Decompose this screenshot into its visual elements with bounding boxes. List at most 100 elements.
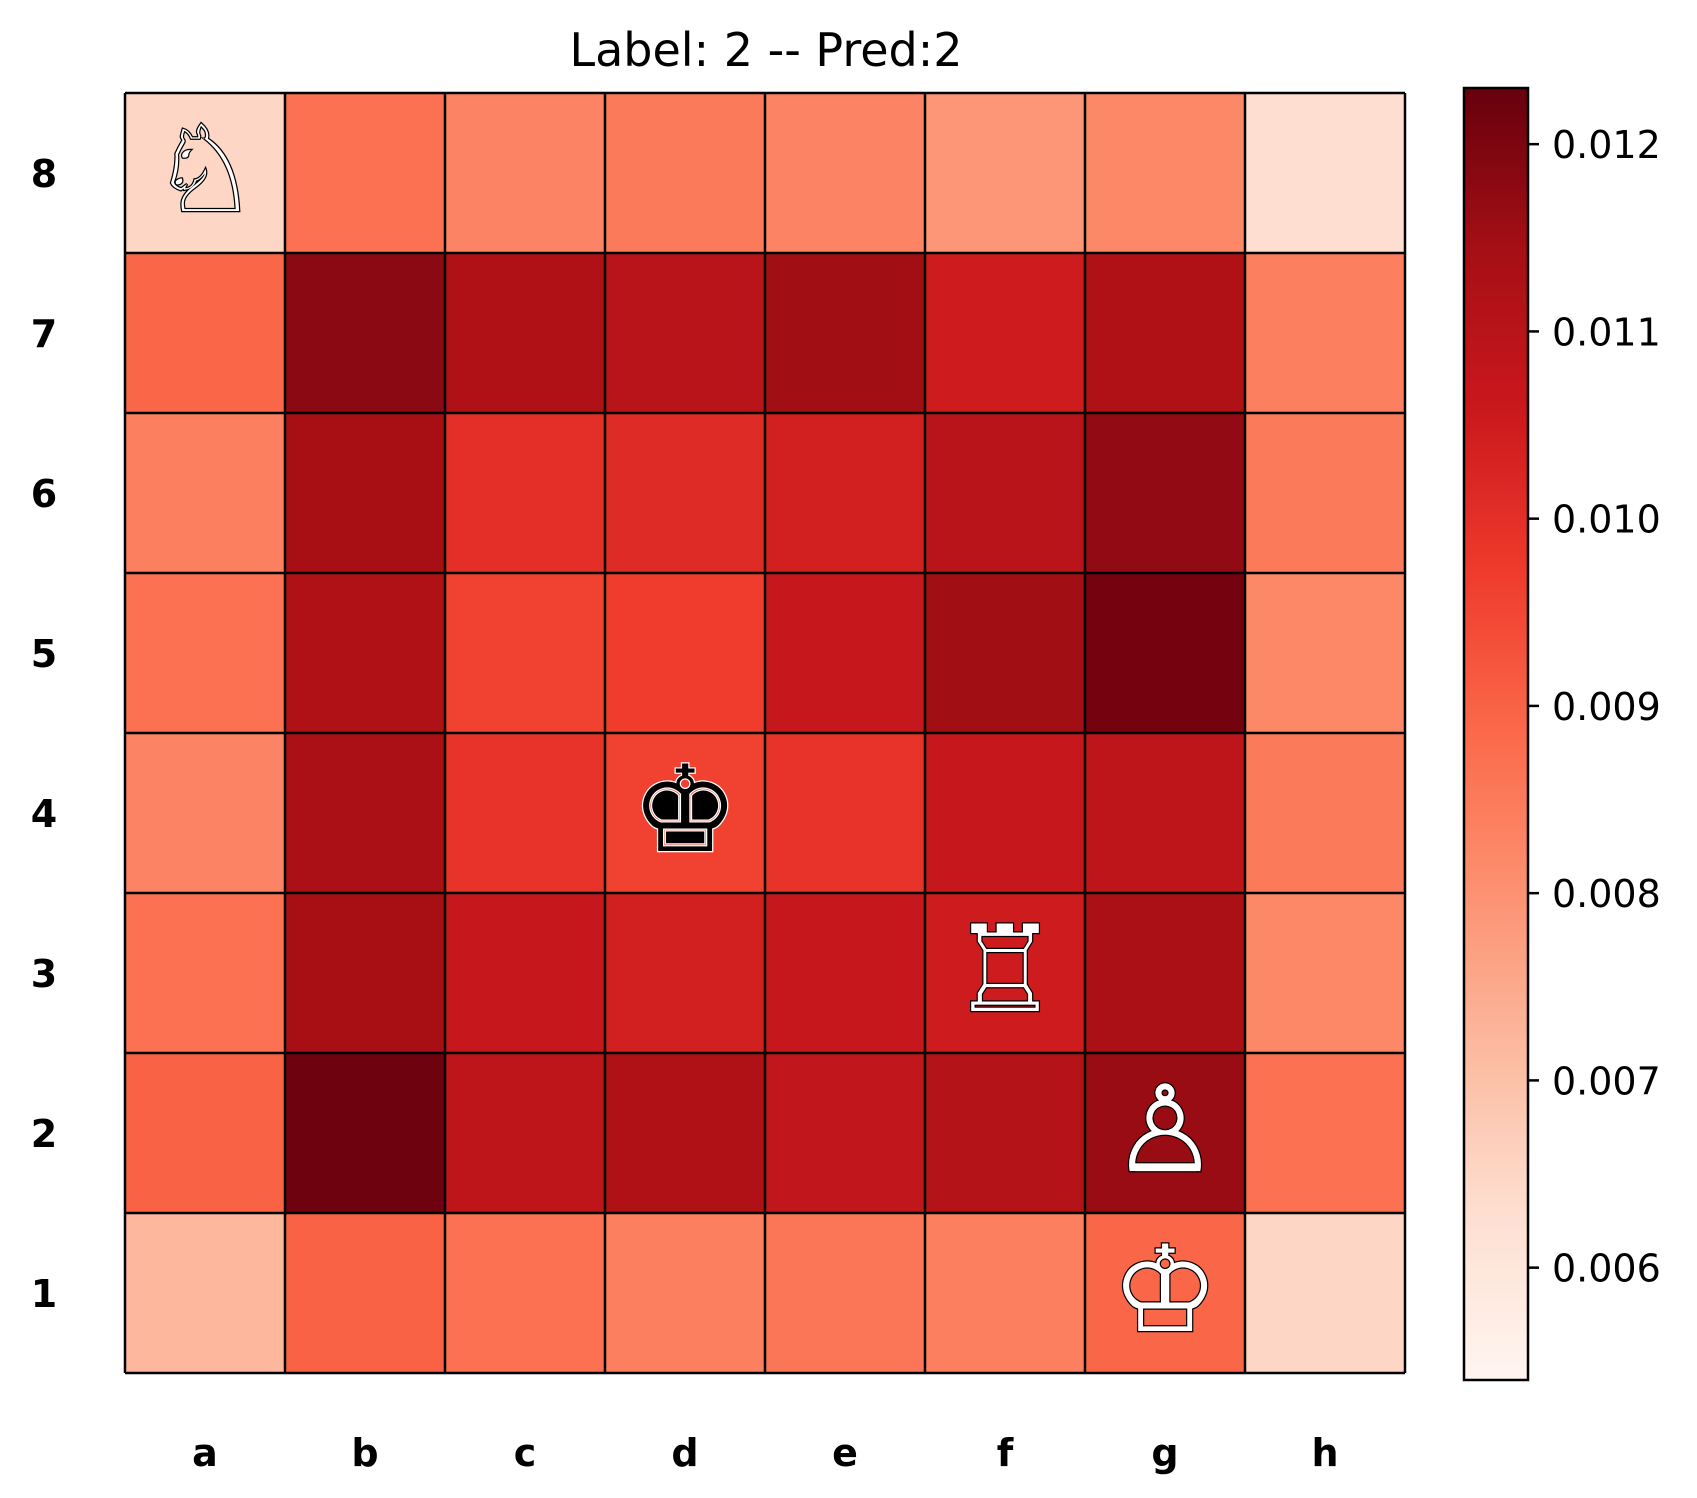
rank-label-5: 5 [31, 632, 57, 676]
heatmap-cell-b5 [285, 573, 445, 733]
chess-pieces: ♘ ♚ ♖ ♙ ♔ [150, 100, 1220, 1362]
heatmap-cell-h6 [1245, 413, 1405, 573]
rank-label-7: 7 [31, 312, 57, 356]
heatmap-cell-c8 [445, 93, 605, 253]
heatmap-cell-c1 [445, 1213, 605, 1373]
heatmap-cell-e1 [765, 1213, 925, 1373]
heatmap-cell-b3 [285, 893, 445, 1053]
heatmap-cell-g5 [1085, 573, 1245, 733]
heatmap-cell-d8 [605, 93, 765, 253]
heatmap-cells [125, 93, 1405, 1373]
rank-label-6: 6 [31, 472, 57, 516]
rank-label-1: 1 [31, 1272, 57, 1316]
rank-label-2: 2 [31, 1112, 57, 1156]
heatmap-cell-d1 [605, 1213, 765, 1373]
heatmap-cell-c5 [445, 573, 605, 733]
piece-white-pawn-g2: ♙ [1111, 1061, 1219, 1200]
heatmap-cell-e3 [765, 893, 925, 1053]
heatmap-cell-c6 [445, 413, 605, 573]
heatmap-cell-e6 [765, 413, 925, 573]
heatmap-cell-a5 [125, 573, 285, 733]
piece-white-rook-f3: ♖ [951, 901, 1059, 1040]
heatmap-cell-f1 [925, 1213, 1085, 1373]
colorbar-tick-label: 0.006 [1552, 1247, 1661, 1291]
heatmap-cell-f4 [925, 733, 1085, 893]
heatmap-cell-a8 [125, 93, 285, 253]
file-label-f: f [997, 1431, 1014, 1475]
heatmap-cell-g2 [1085, 1053, 1245, 1213]
heatmap-cell-a2 [125, 1053, 285, 1213]
heatmap-cell-b8 [285, 93, 445, 253]
heatmap-cell-h4 [1245, 733, 1405, 893]
file-label-c: c [514, 1431, 537, 1475]
heatmap-cell-c4 [445, 733, 605, 893]
heatmap-cell-h8 [1245, 93, 1405, 253]
chart-title: Label: 2 -- Pred:2 [569, 23, 962, 77]
heatmap-cell-d6 [605, 413, 765, 573]
file-label-g: g [1151, 1431, 1178, 1475]
heatmap-cell-a4 [125, 733, 285, 893]
heatmap-cell-a3 [125, 893, 285, 1053]
colorbar-tick-label: 0.007 [1552, 1059, 1661, 1103]
heatmap-cell-d4 [605, 733, 765, 893]
heatmap-cell-b2 [285, 1053, 445, 1213]
heatmap-cell-f7 [925, 253, 1085, 413]
heatmap-cell-b4 [285, 733, 445, 893]
file-label-h: h [1311, 1431, 1338, 1475]
rank-label-8: 8 [31, 152, 57, 196]
colorbar: 0.006 0.007 0.008 0.009 0.010 0.011 0.012 [1462, 86, 1661, 1382]
heatmap-cell-g7 [1085, 253, 1245, 413]
heatmap-cell-d3 [605, 893, 765, 1053]
colorbar-tick-label: 0.012 [1552, 123, 1661, 167]
heatmap-cell-g6 [1085, 413, 1245, 573]
heatmap-cell-h5 [1245, 573, 1405, 733]
piece-white-king-g1: ♔ [1111, 1221, 1219, 1360]
heatmap-cell-a1 [125, 1213, 285, 1373]
colorbar-tick-label: 0.011 [1552, 310, 1661, 354]
heatmap-cell-a7 [125, 253, 285, 413]
heatmap-cell-f2 [925, 1053, 1085, 1213]
rank-labels: 8 7 6 5 4 3 2 1 [31, 152, 57, 1316]
file-label-d: d [671, 1431, 698, 1475]
heatmap-cell-f5 [925, 573, 1085, 733]
heatmap-cell-c7 [445, 253, 605, 413]
colorbar-gradient [1462, 86, 1530, 1382]
heatmap-cell-f6 [925, 413, 1085, 573]
heatmap-cell-a6 [125, 413, 285, 573]
piece-white-knight-a8: ♘ [151, 101, 259, 240]
file-labels: a b c d e f g h [192, 1431, 1338, 1475]
heatmap-cell-g8 [1085, 93, 1245, 253]
file-label-a: a [192, 1431, 218, 1475]
colorbar-ticks: 0.006 0.007 0.008 0.009 0.010 0.011 0.012 [1528, 123, 1661, 1291]
rank-label-3: 3 [31, 952, 57, 996]
heatmap-cell-e5 [765, 573, 925, 733]
heatmap-cell-e8 [765, 93, 925, 253]
rank-label-4: 4 [31, 792, 57, 836]
heatmap-cell-c2 [445, 1053, 605, 1213]
heatmap-cell-g3 [1085, 893, 1245, 1053]
heatmap-cell-b6 [285, 413, 445, 573]
heatmap-cell-g1 [1085, 1213, 1245, 1373]
heatmap-cell-h7 [1245, 253, 1405, 413]
colorbar-tick-label: 0.008 [1552, 872, 1661, 916]
board-grid [123, 91, 1407, 1375]
heatmap-cell-d2 [605, 1053, 765, 1213]
file-label-e: e [832, 1431, 858, 1475]
heatmap-cell-b7 [285, 253, 445, 413]
heatmap-cell-e2 [765, 1053, 925, 1213]
heatmap-cell-b1 [285, 1213, 445, 1373]
heatmap-cell-f3 [925, 893, 1085, 1053]
piece-black-king-d4: ♚ [631, 741, 739, 880]
heatmap-cell-h2 [1245, 1053, 1405, 1213]
file-label-b: b [351, 1431, 378, 1475]
heatmap-cell-h3 [1245, 893, 1405, 1053]
heatmap-cell-d7 [605, 253, 765, 413]
heatmap-cell-d5 [605, 573, 765, 733]
heatmap-cell-e7 [765, 253, 925, 413]
heatmap-cell-g4 [1085, 733, 1245, 893]
heatmap-cell-h1 [1245, 1213, 1405, 1373]
colorbar-tick-label: 0.010 [1552, 498, 1661, 542]
heatmap-cell-c3 [445, 893, 605, 1053]
heatmap-cell-e4 [765, 733, 925, 893]
